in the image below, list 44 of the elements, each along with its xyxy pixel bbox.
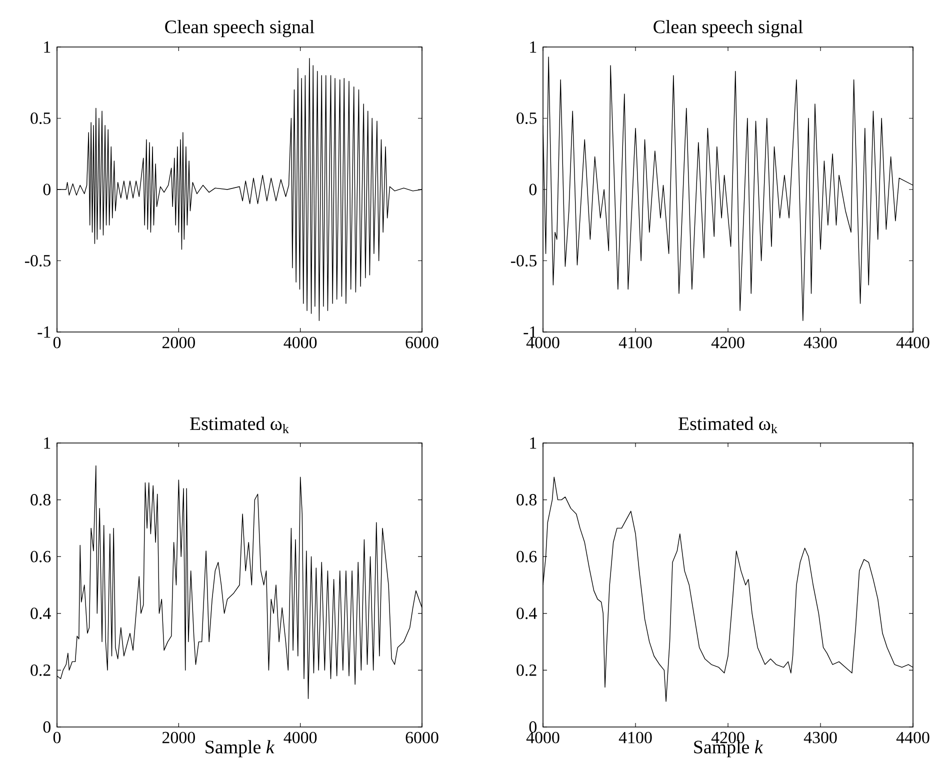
y-tick-label: 0.6 [516, 550, 537, 562]
y-tick-label: 0.2 [516, 664, 536, 676]
y-tick-label: 0.8 [30, 494, 51, 506]
y-tick-label: -0.5 [24, 254, 50, 266]
y-tick-label: 0 [43, 184, 51, 196]
x-tick-label: 4300 [804, 336, 837, 348]
chart-title: Clean speech signal [165, 20, 314, 38]
y-tick-label: 0.2 [30, 664, 50, 676]
y-tick-label: 0.5 [30, 112, 50, 124]
chart-title: Clean speech signal [654, 20, 803, 38]
y-tick-label: 1 [530, 41, 536, 53]
y-tick-label: 0.6 [30, 550, 51, 562]
y-tick-label: -1 [38, 326, 50, 338]
y-tick-label: 0 [529, 721, 537, 733]
x-tick-label: 4300 [804, 732, 837, 744]
y-tick-label: 0.4 [30, 608, 51, 620]
x-tick-label: 4000 [526, 732, 560, 744]
x-tick-label: 4100 [618, 336, 652, 348]
y-tick-label: -1 [524, 326, 536, 338]
x-tick-label: 4000 [526, 336, 560, 348]
y-tick-label: -0.5 [510, 254, 537, 266]
y-tick-label: 1 [530, 437, 536, 449]
y-tick-label: 1 [44, 437, 50, 449]
x-tick-label: 6000 [406, 732, 438, 744]
y-tick-label: 0.4 [516, 608, 537, 620]
x-tick-label: 2000 [162, 732, 195, 744]
y-tick-label: 0 [43, 721, 51, 733]
y-tick-label: 0 [529, 184, 537, 196]
x-tick-label: 2000 [162, 336, 195, 348]
chart-title: Estimated ω$_{k}$ [190, 416, 290, 434]
y-tick-label: 1 [44, 41, 50, 53]
chart-title: Estimated ω$_{k}$ [678, 416, 778, 434]
x-tick-label: 4000 [284, 732, 317, 744]
x-tick-label: 4200 [711, 336, 744, 348]
y-tick-label: 0.8 [516, 494, 537, 506]
x-tick-label: 0 [53, 732, 61, 744]
x-tick-label: 4400 [896, 732, 930, 744]
x-tick-label: 0 [53, 336, 61, 348]
x-tick-label: 6000 [406, 336, 438, 348]
x-tick-label: 4000 [284, 336, 317, 348]
x-tick-label: 4400 [896, 336, 930, 348]
x-axis-title: Sample k [206, 740, 275, 758]
x-tick-label: 4100 [618, 732, 652, 744]
y-tick-label: 0.5 [516, 112, 537, 124]
